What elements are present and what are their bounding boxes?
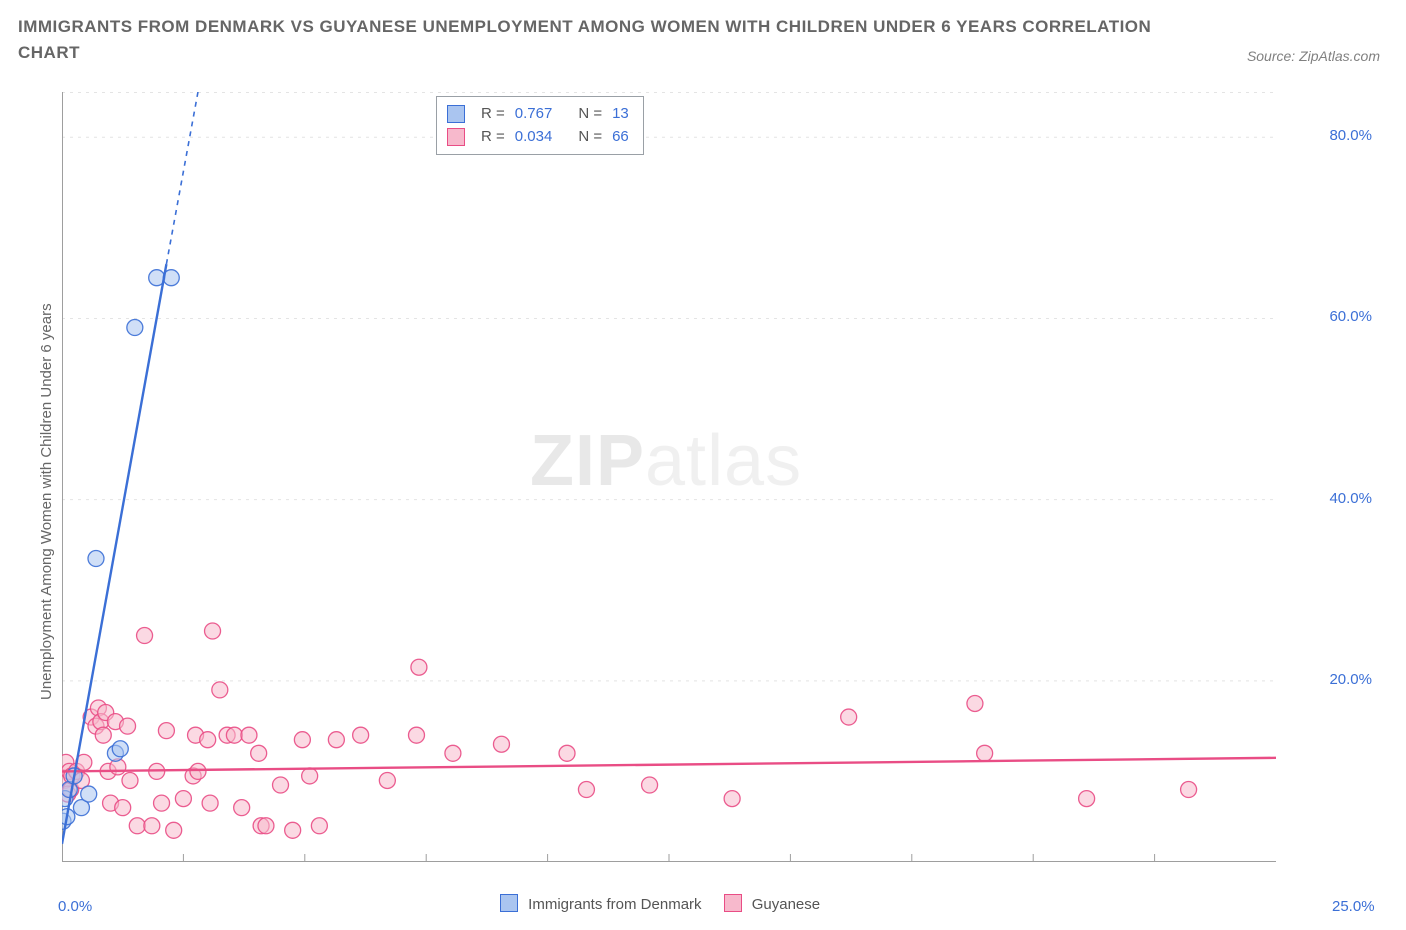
n-value: 13 — [612, 103, 629, 126]
y-tick-label: 20.0% — [1302, 671, 1372, 688]
swatch-icon — [447, 128, 465, 146]
legend-label: Guyanese — [752, 896, 820, 913]
swatch-icon — [500, 894, 518, 912]
legend-label: Immigrants from Denmark — [528, 896, 701, 913]
swatch-icon — [724, 894, 742, 912]
scatter-plot — [62, 92, 1276, 862]
legend-item-guyanese: Guyanese — [724, 894, 821, 913]
n-label: N = — [578, 126, 602, 149]
n-value: 66 — [612, 126, 629, 149]
swatch-icon — [447, 105, 465, 123]
legend-item-denmark: Immigrants from Denmark — [500, 894, 702, 913]
chart-title: IMMIGRANTS FROM DENMARK VS GUYANESE UNEM… — [18, 14, 1186, 67]
x-axis-max-label: 25.0% — [1332, 898, 1375, 915]
source-attribution: Source: ZipAtlas.com — [1247, 48, 1380, 64]
y-tick-label: 40.0% — [1302, 490, 1372, 507]
y-axis-label: Unemployment Among Women with Children U… — [38, 303, 55, 700]
y-tick-label: 60.0% — [1302, 308, 1372, 325]
x-axis-min-label: 0.0% — [58, 898, 92, 915]
r-value: 0.034 — [515, 126, 553, 149]
stats-row-denmark: R = 0.767 N = 13 — [447, 103, 629, 126]
n-label: N = — [578, 103, 602, 126]
r-value: 0.767 — [515, 103, 553, 126]
stats-row-guyanese: R = 0.034 N = 66 — [447, 126, 629, 149]
stats-legend: R = 0.767 N = 13 R = 0.034 N = 66 — [436, 96, 644, 155]
r-label: R = — [481, 103, 505, 126]
bottom-legend: Immigrants from Denmark Guyanese — [500, 894, 820, 913]
y-tick-label: 80.0% — [1302, 127, 1372, 144]
r-label: R = — [481, 126, 505, 149]
